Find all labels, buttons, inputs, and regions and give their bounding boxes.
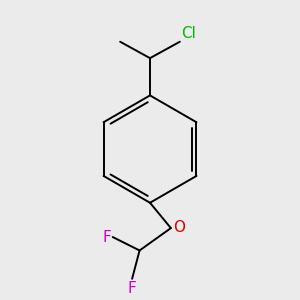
Text: F: F xyxy=(103,230,111,244)
Text: Cl: Cl xyxy=(181,26,196,40)
Text: O: O xyxy=(173,220,185,235)
Text: F: F xyxy=(128,281,136,296)
